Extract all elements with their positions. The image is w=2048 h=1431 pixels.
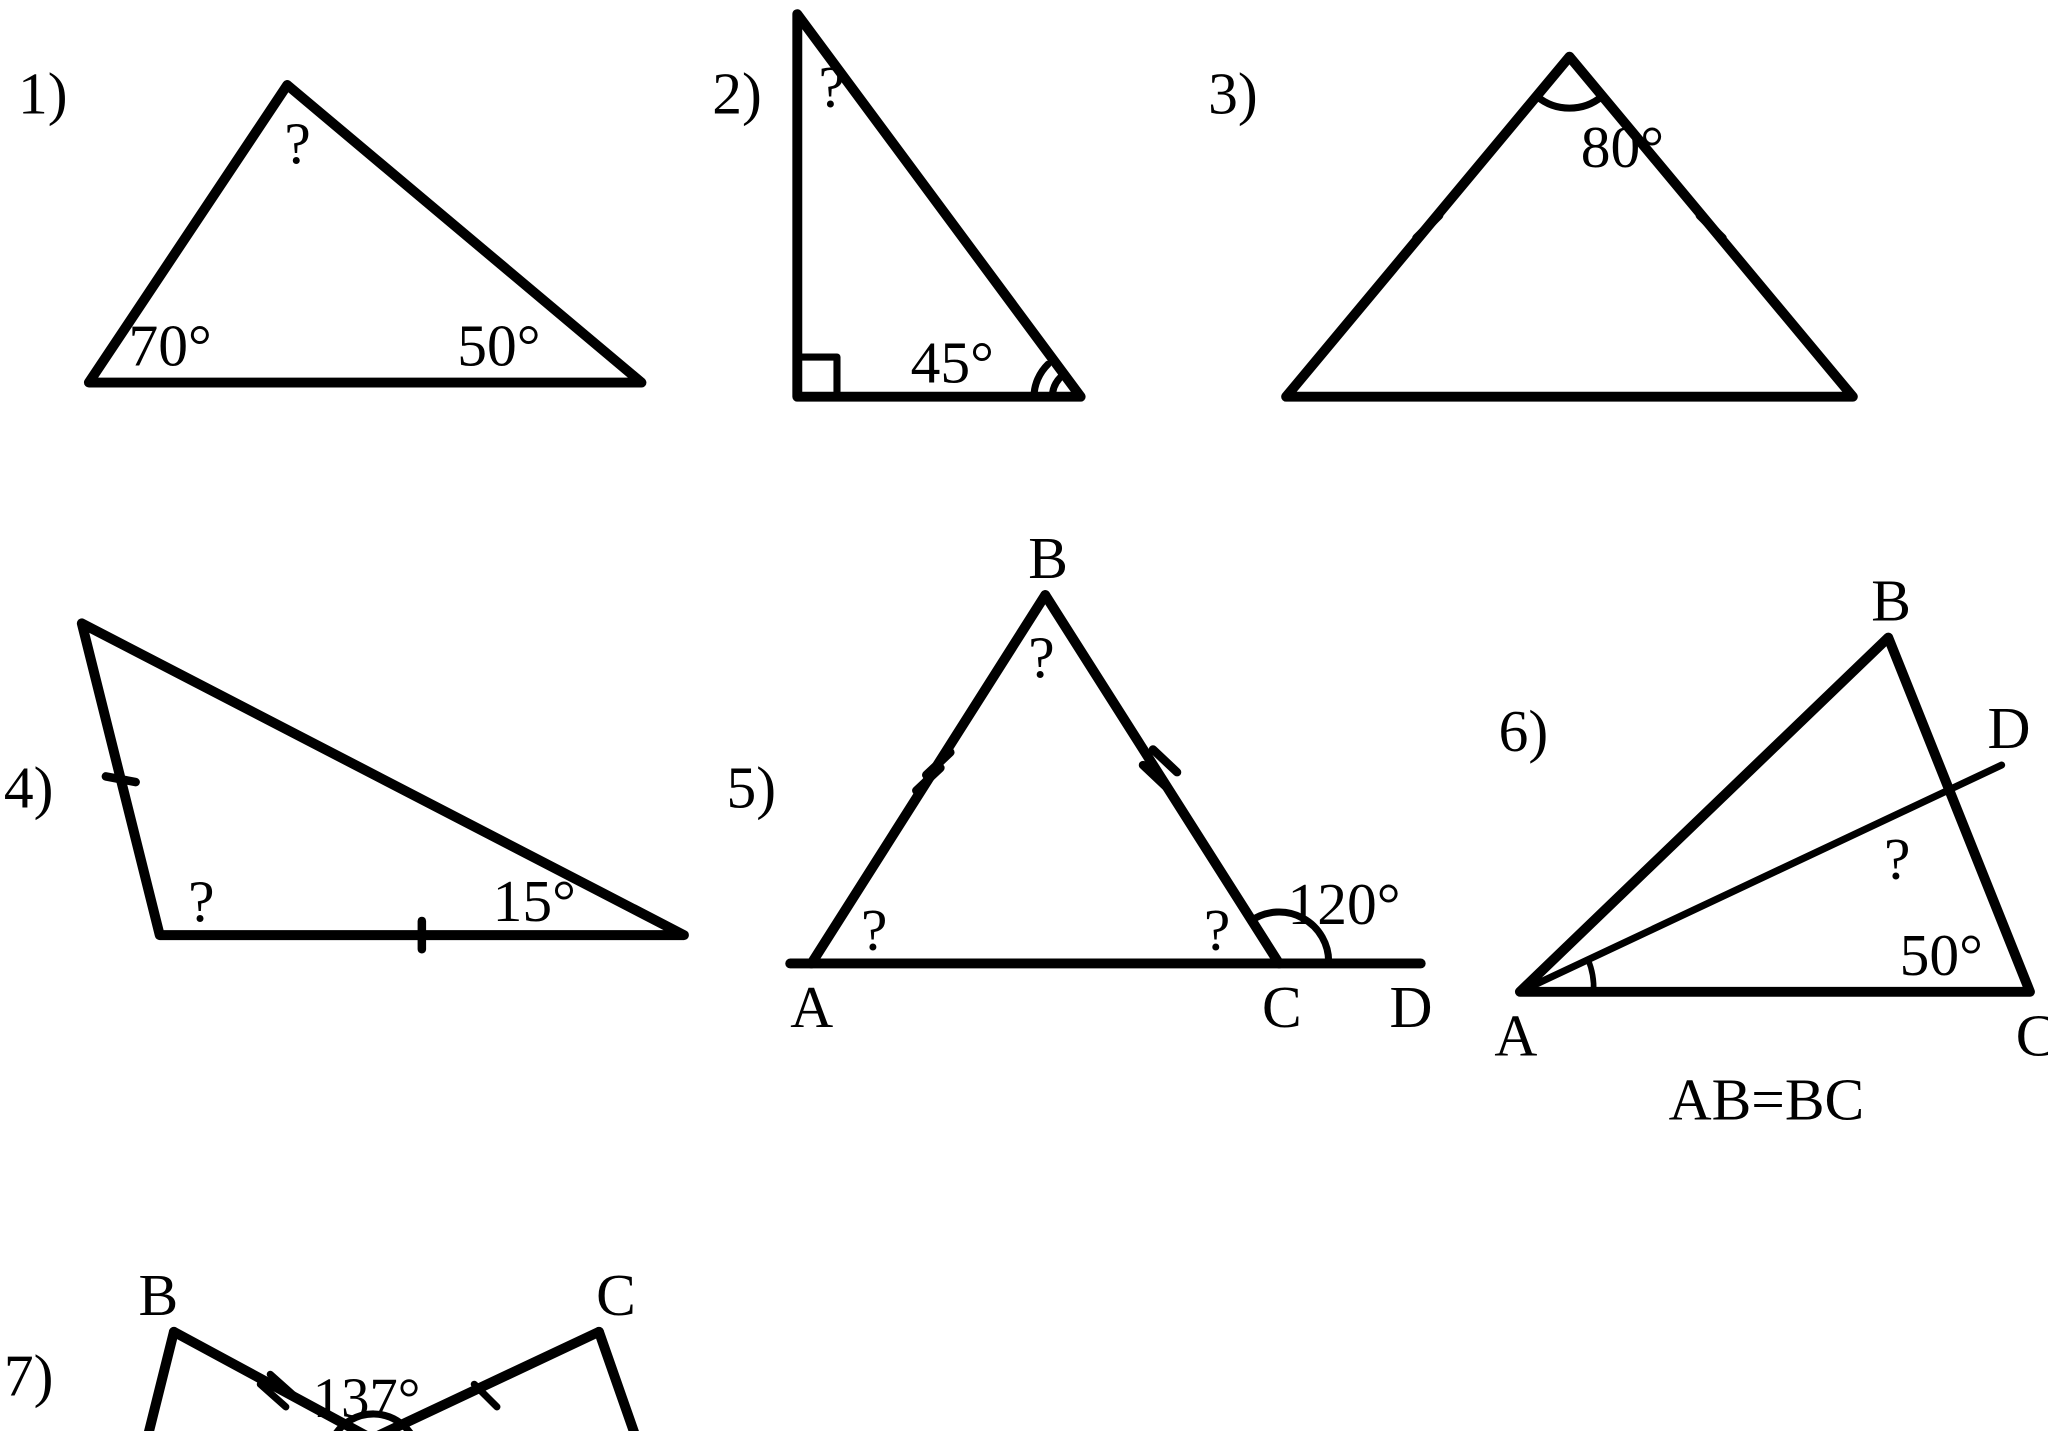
p2-angle-right: 45° [911,330,994,396]
p7-label-C: C [596,1262,636,1328]
p5-label-A: A [790,974,833,1040]
p6-label-C: C [2016,1003,2048,1069]
p4-angle-bl: ? [188,868,214,934]
p6-label-D: D [1987,695,2030,761]
problem-3-number: 3) [1208,60,1258,126]
problem-7-number: 7) [4,1343,54,1409]
p6-label-B: B [1871,568,1911,634]
problem-7: 7) 137° A B C D 0 [4,1262,748,1431]
p6-note: AB=BC [1669,1066,1865,1132]
p6-label-A: A [1494,1003,1537,1069]
problem-5: 5) ? ? ? 120° A B C D [726,525,1432,1040]
problem-4-number: 4) [4,755,54,821]
p3-angle-apex: 80° [1581,114,1664,180]
problem-5-number: 5) [726,755,776,821]
p7-angle-O: 137° [313,1368,421,1430]
p6-angle-D: ? [1884,825,1910,891]
problem-1-number: 1) [18,60,68,126]
p5-angle-C: ? [1204,896,1230,962]
p5-label-C: C [1262,974,1302,1040]
p6-angle-C: 50° [1900,922,1983,988]
problem-1: 1) 70° 50° ? [18,60,641,382]
problem-6-number: 6) [1499,698,1549,764]
p7-label-B: B [138,1262,178,1328]
problem-3: 3) 80° [1208,57,1853,397]
p2-angle-top: ? [819,53,845,119]
problem-2-number: 2) [712,60,762,126]
p1-angle-right: 50° [457,313,540,379]
problem-2: 2) ? 45° [712,14,1080,397]
p1-angle-top: ? [284,110,310,176]
p4-angle-br: 15° [493,868,576,934]
p5-label-D: D [1390,974,1433,1040]
p5-label-B: B [1028,525,1068,591]
p5-angle-B: ? [1028,624,1054,690]
p1-angle-left: 70° [129,313,212,379]
p5-angle-A: ? [861,896,887,962]
problem-6: 6) ? 50° A B C D AB=BC [1494,568,2048,1133]
problem-4: 4) ? 15° [4,623,684,949]
p5-angle-ext: 120° [1288,871,1401,937]
